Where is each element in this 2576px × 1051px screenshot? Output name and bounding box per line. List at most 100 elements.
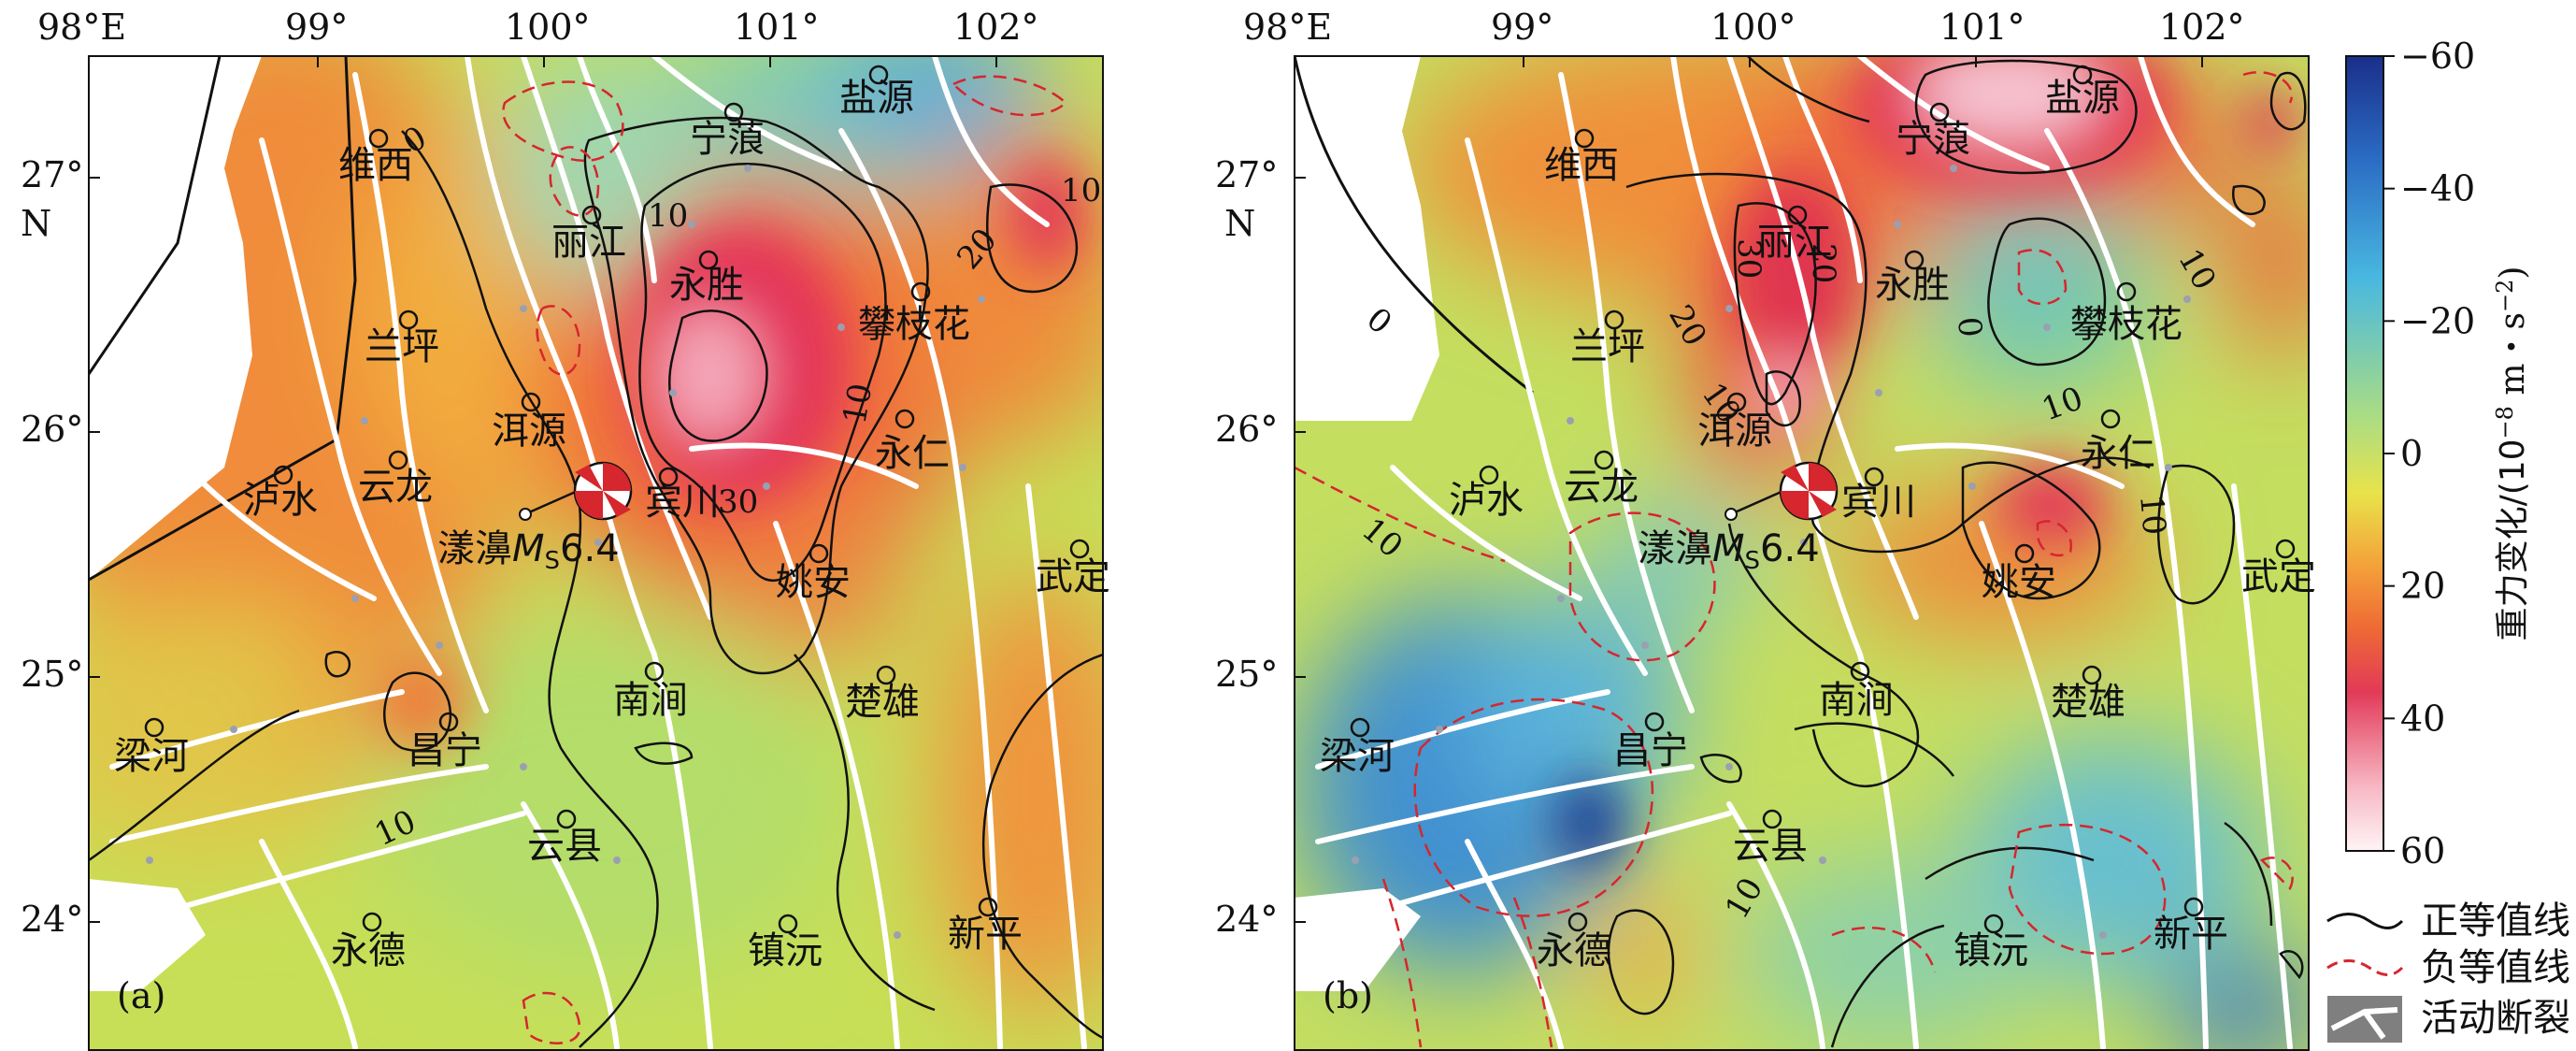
panel-a-positive-contours xyxy=(89,116,1103,1048)
lon-label: 98°E xyxy=(1243,7,1332,48)
panel-b xyxy=(1294,55,2310,1051)
city-label-xinping: 新平 xyxy=(948,913,1023,956)
city-label-panzhihua: 攀枝花 xyxy=(858,303,970,346)
city-marker-xinping xyxy=(2183,897,2204,917)
panel-a-frame xyxy=(88,55,1104,1051)
city-label-yongde: 永德 xyxy=(331,929,406,972)
colorbar: −60 −40 −20 0 20 40 60 重力变化/(10−8 m・s−2) xyxy=(2345,36,2532,871)
lat-label: 27° xyxy=(1215,154,1278,195)
city-label-yanyuan: 盐源 xyxy=(2045,77,2120,120)
city-label-xinping: 新平 xyxy=(2154,913,2228,956)
city-label-lianghe: 梁河 xyxy=(114,735,189,778)
city-label-weixi: 维西 xyxy=(338,144,413,187)
city-label-lanping: 兰坪 xyxy=(365,325,439,368)
city-marker-ninglang xyxy=(723,102,744,122)
city-marker-eryuan xyxy=(1726,392,1747,412)
panel-a-lon-labels: 98°E 99° 100° 101° 102° xyxy=(37,7,1039,48)
city-label-wuding: 武定 xyxy=(2241,555,2316,598)
city-label-yaoan: 姚安 xyxy=(776,561,851,604)
contour-label: 0 xyxy=(1950,315,1989,338)
colorbar-ticks: −60 −40 −20 0 20 40 60 xyxy=(2383,36,2475,871)
lon-label: 101° xyxy=(734,7,820,48)
panel-b-event-label: 漾濞MS6.4 xyxy=(1638,527,1820,575)
city-label-lanping: 兰坪 xyxy=(1570,325,1645,368)
city-label-lijiang: 丽江 xyxy=(551,221,626,264)
city-label-lushui: 泸水 xyxy=(1449,479,1524,522)
city-marker-weixi xyxy=(1574,128,1595,149)
panel-b-stations xyxy=(1352,165,2191,939)
contour-label: 10 xyxy=(648,197,688,235)
lat-label: 27° xyxy=(21,154,83,195)
colorbar-tick-label: −20 xyxy=(2400,300,2475,341)
event-mag-sub: S xyxy=(1745,547,1761,575)
city-marker-chuxiong xyxy=(2082,665,2102,685)
city-marker-yongren xyxy=(894,409,915,429)
city-marker-weixi xyxy=(368,128,389,149)
legend-label: 活动断裂 xyxy=(2421,997,2570,1040)
city-marker-lanping xyxy=(1604,310,1624,330)
city-marker-lijiang xyxy=(581,205,602,225)
colorbar-title: 重力变化/(10−8 m・s−2) xyxy=(2492,266,2532,641)
city-label-ninglang: 宁蒗 xyxy=(690,118,765,161)
city-marker-lushui xyxy=(273,465,293,485)
city-marker-binchuan xyxy=(1864,467,1884,487)
event-location: 漾濞 xyxy=(1638,527,1712,570)
lat-label: 26° xyxy=(21,409,83,450)
city-marker-yunlong xyxy=(388,450,408,470)
city-label-ninglang: 宁蒗 xyxy=(1896,118,1970,161)
contour-label: 10 xyxy=(836,381,880,427)
lon-label: 99° xyxy=(285,7,348,48)
colorbar-tick-label: 0 xyxy=(2400,433,2423,474)
contour-label: 30 xyxy=(1730,238,1767,279)
event-mag-symbol: M xyxy=(512,527,545,570)
city-marker-yongren xyxy=(2100,409,2121,429)
lat-unit-label: N xyxy=(21,203,51,244)
panel-b-label: (b) xyxy=(1323,975,1373,1016)
city-marker-changning xyxy=(1644,712,1665,732)
city-marker-yunxian xyxy=(1762,809,1782,829)
lat-label: 25° xyxy=(21,654,83,695)
panel-b-faults xyxy=(1295,56,2293,1050)
city-label-weixi: 维西 xyxy=(1544,144,1619,187)
lon-label: 101° xyxy=(1939,7,2025,48)
panel-a-stations xyxy=(146,165,985,939)
city-marker-yanyuan xyxy=(2072,65,2093,85)
city-marker-lianghe xyxy=(1350,717,1370,738)
city-label-yunlong: 云龙 xyxy=(358,466,433,509)
legend: 正等值线 负等值线 活动断裂 xyxy=(2326,900,2570,1043)
colorbar-gradient xyxy=(2345,55,2384,852)
lon-label: 98°E xyxy=(37,7,126,48)
city-marker-wuding xyxy=(2275,539,2296,559)
panel-b-lat-labels: 27° N 26° 25° 24° xyxy=(1215,154,1278,940)
city-marker-ninglang xyxy=(1929,102,1950,122)
contour-label: 10 xyxy=(1061,172,1101,209)
event-location: 漾濞 xyxy=(437,527,512,570)
city-marker-binchuan xyxy=(658,467,679,487)
panel-b-gravity-field xyxy=(1295,56,2309,1050)
event-mag-symbol: M xyxy=(1712,527,1745,570)
city-label-eryuan: 洱源 xyxy=(492,410,566,453)
lon-label: 100° xyxy=(505,7,591,48)
colorbar-tick-label: −40 xyxy=(2400,168,2475,209)
city-label-changning: 昌宁 xyxy=(408,729,482,772)
panel-a-gravity-field xyxy=(89,56,1103,1050)
city-marker-nanjian xyxy=(1850,661,1870,682)
city-marker-yanyuan xyxy=(868,65,889,85)
city-marker-yongde xyxy=(1567,912,1588,932)
lat-unit-label: N xyxy=(1224,203,1255,244)
lat-label: 25° xyxy=(1215,654,1278,695)
city-label-zhenyuan: 镇沅 xyxy=(748,929,823,972)
city-marker-yaoan xyxy=(2014,543,2035,564)
svg-text:漾濞MS6.4: 漾濞MS6.4 xyxy=(437,527,620,575)
event-mag-value: 6.4 xyxy=(1760,527,1820,570)
city-marker-panzhihua xyxy=(2116,281,2137,302)
panel-b-focal-mechanism xyxy=(1724,461,1839,521)
city-marker-xinping xyxy=(978,897,998,917)
city-label-binchuan: 宾川 xyxy=(645,481,720,524)
city-marker-zhenyuan xyxy=(1983,914,2004,934)
event-mag-value: 6.4 xyxy=(560,527,620,570)
city-label-eryuan: 洱源 xyxy=(1697,410,1772,453)
city-label-lianghe: 梁河 xyxy=(1320,735,1395,778)
